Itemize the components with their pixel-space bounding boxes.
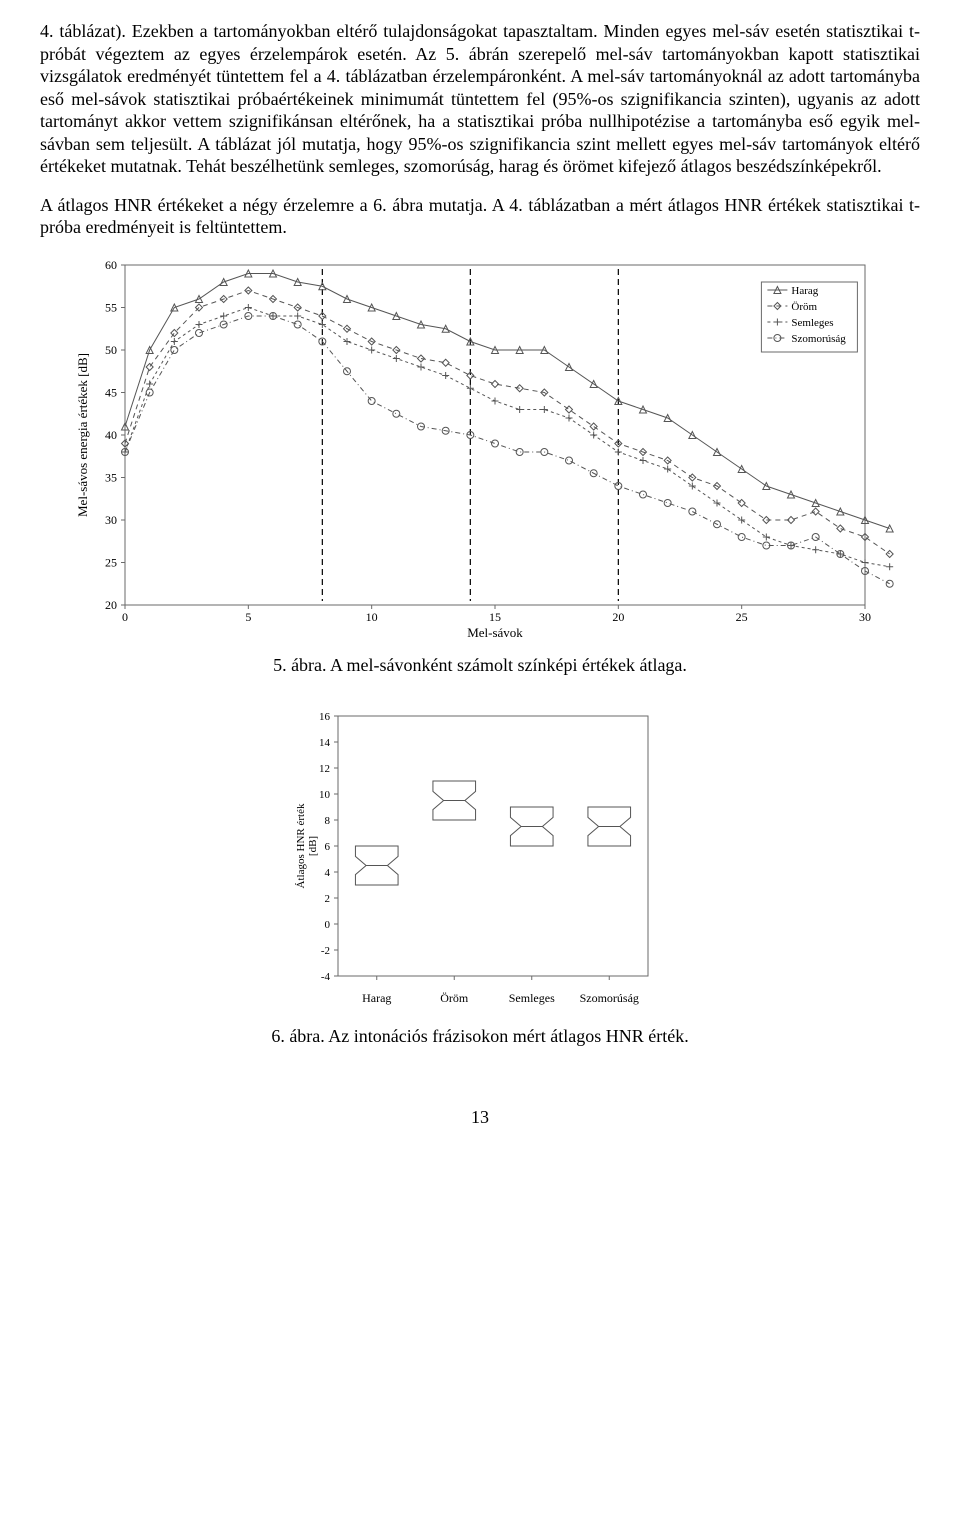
svg-text:8: 8 — [325, 815, 331, 827]
paragraph-1: 4. táblázat). Ezekben a tartományokban e… — [40, 20, 920, 178]
svg-text:4: 4 — [325, 867, 331, 879]
svg-text:Harag: Harag — [791, 285, 818, 297]
svg-text:45: 45 — [105, 385, 117, 399]
figure-5-chart: 20 25 30 35 40 45 50 55 60 0 5 10 15 20 25 30 Mel-sávok M… — [65, 255, 895, 645]
svg-text:25: 25 — [105, 555, 117, 569]
svg-text:10: 10 — [319, 789, 331, 801]
svg-text:25: 25 — [736, 610, 748, 624]
svg-text:0: 0 — [325, 919, 331, 931]
svg-text:30: 30 — [105, 513, 117, 527]
svg-text:20: 20 — [105, 598, 117, 612]
svg-text:Öröm: Öröm — [440, 991, 469, 1005]
svg-text:20: 20 — [612, 610, 624, 624]
figure-6-chart: -4 -2 0 2 4 6 8 10 12 14 16 Átlagos HNR érték[dB] Ha… — [290, 706, 670, 1016]
svg-text:Mel-sávos energia értékek [dB]: Mel-sávos energia értékek [dB] — [75, 352, 90, 516]
svg-text:35: 35 — [105, 470, 117, 484]
svg-text:-2: -2 — [321, 945, 330, 957]
svg-text:Semleges: Semleges — [791, 317, 833, 329]
svg-text:2: 2 — [325, 893, 331, 905]
svg-text:60: 60 — [105, 258, 117, 272]
svg-text:30: 30 — [859, 610, 871, 624]
svg-text:-4: -4 — [321, 971, 331, 983]
svg-text:Öröm: Öröm — [791, 301, 817, 313]
svg-text:Átlagos HNR érték: Átlagos HNR érték — [295, 803, 307, 888]
svg-text:12: 12 — [319, 763, 330, 775]
svg-text:Harag: Harag — [362, 991, 391, 1005]
svg-text:16: 16 — [319, 711, 331, 723]
svg-text:Semleges: Semleges — [509, 991, 555, 1005]
svg-text:40: 40 — [105, 428, 117, 442]
figure-6-caption: 6. ábra. Az intonációs frázisokon mért á… — [40, 1026, 920, 1047]
svg-text:[dB]: [dB] — [307, 835, 319, 855]
page-number: 13 — [40, 1107, 920, 1128]
figure-5-caption: 5. ábra. A mel-sávonként számolt színkép… — [40, 655, 920, 676]
svg-text:55: 55 — [105, 300, 117, 314]
paragraph-2: A átlagos HNR értékeket a négy érzelemre… — [40, 194, 920, 239]
svg-text:Szomorúság: Szomorúság — [580, 991, 639, 1005]
svg-text:50: 50 — [105, 343, 117, 357]
svg-text:6: 6 — [325, 841, 331, 853]
svg-text:Szomorúság: Szomorúság — [791, 333, 846, 345]
svg-text:0: 0 — [122, 610, 128, 624]
svg-text:14: 14 — [319, 737, 331, 749]
svg-text:Mel-sávok: Mel-sávok — [467, 625, 523, 640]
svg-text:5: 5 — [245, 610, 251, 624]
svg-text:10: 10 — [366, 610, 378, 624]
svg-text:15: 15 — [489, 610, 501, 624]
